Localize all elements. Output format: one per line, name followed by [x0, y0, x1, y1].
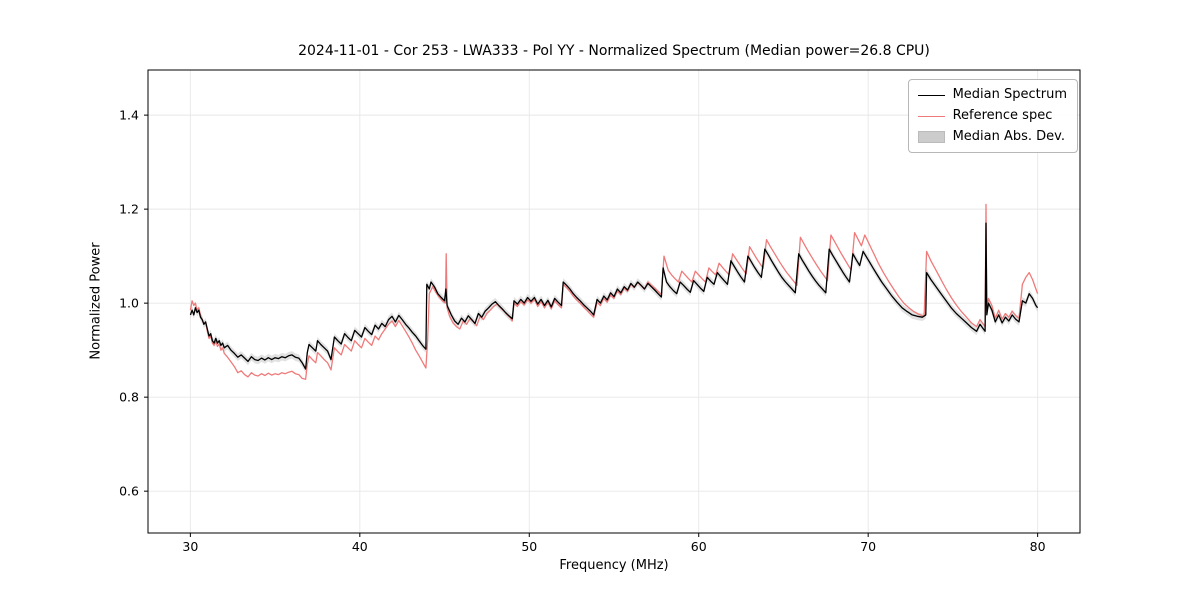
tick-labels: 30 40 50 60 70 80 0.6 0.8 1.0 1.2 1.4: [119, 107, 1046, 554]
y-axis-label: Normalized Power: [88, 242, 104, 360]
legend: Median Spectrum Reference spec Median Abs.…: [907, 79, 1078, 153]
y-tick-label: 0.6: [119, 483, 139, 498]
x-tick-label: 60: [691, 539, 707, 554]
legend-entry: Reference spec: [917, 108, 1067, 124]
median-spectrum-line: [189, 222, 1039, 370]
axes-frame: [147, 69, 1081, 534]
x-tick-label: 50: [521, 539, 537, 554]
x-tick-label: 80: [1030, 539, 1046, 554]
y-tick-label: 0.8: [119, 389, 139, 404]
legend-line-swatch: [917, 115, 945, 117]
x-tick-label: 30: [182, 539, 198, 554]
legend-label: Reference spec: [952, 108, 1053, 123]
x-axis-label: Frequency (MHz): [559, 558, 669, 573]
legend-label: Median Abs. Dev.: [952, 129, 1066, 144]
x-tick-label: 70: [860, 539, 876, 554]
y-tick-label: 1.2: [119, 201, 139, 216]
legend-label: Median Spectrum: [952, 87, 1067, 102]
legend-patch-swatch: [917, 131, 945, 143]
reference-spec-line: [189, 203, 1039, 380]
legend-entry: Median Abs. Dev.: [917, 129, 1067, 145]
legend-entry: Median Spectrum: [917, 87, 1067, 103]
legend-line-swatch: [917, 94, 945, 96]
y-tick-label: 1.0: [119, 295, 139, 310]
chart-title: 2024-11-01 - Cor 253 - LWA333 - Pol YY -…: [298, 43, 930, 59]
x-tick-label: 40: [352, 539, 368, 554]
y-tick-label: 1.4: [119, 107, 139, 122]
